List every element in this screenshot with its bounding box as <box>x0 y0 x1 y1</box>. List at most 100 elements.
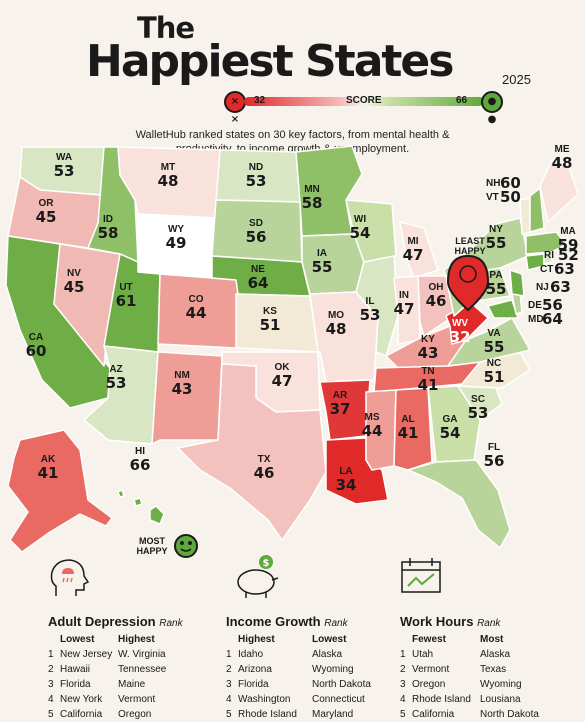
state-name: Connecticut <box>312 694 365 705</box>
state-score: 37 <box>330 400 351 418</box>
state-score: 63 <box>554 260 575 278</box>
state-score: 58 <box>98 224 119 242</box>
rank-number: 1 <box>48 649 54 660</box>
state-label-DE: DE 56 <box>528 296 563 314</box>
state-name: Idaho <box>238 649 264 660</box>
rank-number: 4 <box>48 694 54 705</box>
list-item: 3 Florida <box>226 677 312 692</box>
state-score: 53 <box>468 404 489 422</box>
state-score: 55 <box>486 234 507 252</box>
list-item: Lousiana <box>480 692 560 707</box>
state-score: 44 <box>186 304 207 322</box>
state-abbr: GA <box>443 414 458 425</box>
state-HI <box>117 489 165 525</box>
state-abbr: NH <box>486 178 500 189</box>
state-score: 41 <box>38 464 59 482</box>
income-ranking: Highest 1 Idaho 2 Arizona 3 Florida 4 Washingto… <box>226 632 392 722</box>
score-legend: × × 32 SCORE 66 ● ● <box>224 90 504 125</box>
state-NJ <box>509 269 525 297</box>
list-item: Wyoming <box>480 677 560 692</box>
state-name: California <box>60 709 103 720</box>
state-name: Hawaii <box>60 664 91 675</box>
state-score: 44 <box>362 422 383 440</box>
state-MI <box>399 221 439 279</box>
state-abbr: SC <box>471 394 485 405</box>
state-CT <box>525 253 545 271</box>
state-score: 41 <box>418 376 439 394</box>
state-name: Vermont <box>412 664 450 675</box>
state-name: Texas <box>480 664 507 675</box>
state-score: 46 <box>254 464 275 482</box>
state-abbr: PA <box>489 270 502 281</box>
state-NM <box>151 351 223 445</box>
state-name: Lousiana <box>480 694 521 705</box>
state-abbr: MD <box>528 314 544 325</box>
state-AK <box>7 429 113 553</box>
list-item: 1 Utah <box>400 647 480 662</box>
work-ranking: Fewest 1 Utah 2 Vermont 3 Oregon 4 Rhode Island… <box>400 632 560 722</box>
list-item: 2 Vermont <box>400 662 480 677</box>
rank-number: 3 <box>226 679 232 690</box>
state-label-NH: NH 60 <box>486 174 521 192</box>
state-score: 60 <box>26 342 47 360</box>
score-label: SCORE <box>346 95 382 106</box>
state-score: 55 <box>484 338 505 356</box>
state-IN <box>393 275 421 345</box>
list-item: Alaska <box>312 647 392 662</box>
rank-number: 3 <box>48 679 54 690</box>
state-TX <box>177 363 327 541</box>
state-score: 48 <box>158 172 179 190</box>
score-max: 66 <box>456 95 468 106</box>
state-score: 46 <box>426 292 447 310</box>
state-abbr: FL <box>488 442 500 453</box>
income-title: Income Growth Rank <box>226 614 348 629</box>
state-score: 53 <box>106 374 127 392</box>
state-abbr: WV <box>452 318 468 329</box>
state-abbr: LA <box>339 466 352 477</box>
list-item: 4 Rhode Island <box>400 692 480 707</box>
state-score: 51 <box>260 316 281 334</box>
state-name: Vermont <box>118 694 156 705</box>
rank-number: 5 <box>48 709 54 720</box>
state-abbr: WY <box>168 224 184 235</box>
piggy-bank-icon: $ <box>237 555 279 598</box>
state-name: Alaska <box>480 649 511 660</box>
state-score: 55 <box>312 258 333 276</box>
state-name: Arizona <box>238 664 272 675</box>
state-abbr: NV <box>67 268 81 279</box>
state-label-VT: VT 50 <box>486 188 521 206</box>
state-AR <box>319 379 371 441</box>
list-item: Maryland <box>312 707 392 722</box>
state-abbr: WI <box>354 214 366 225</box>
list-item: 3 Oregon <box>400 677 480 692</box>
state-score: 53 <box>246 172 267 190</box>
state-name: Wyoming <box>480 679 522 690</box>
state-score: 52 <box>558 246 579 264</box>
happy-face-icon: ● ● <box>481 91 503 125</box>
state-score: 56 <box>542 296 563 314</box>
state-abbr: MI <box>407 236 418 247</box>
state-abbr: NC <box>487 358 501 369</box>
list-item: 4 New York <box>48 692 118 707</box>
state-label-CT: CT 63 <box>540 260 575 278</box>
calendar-chart-icon <box>401 558 441 593</box>
state-abbr: OH <box>429 282 444 293</box>
